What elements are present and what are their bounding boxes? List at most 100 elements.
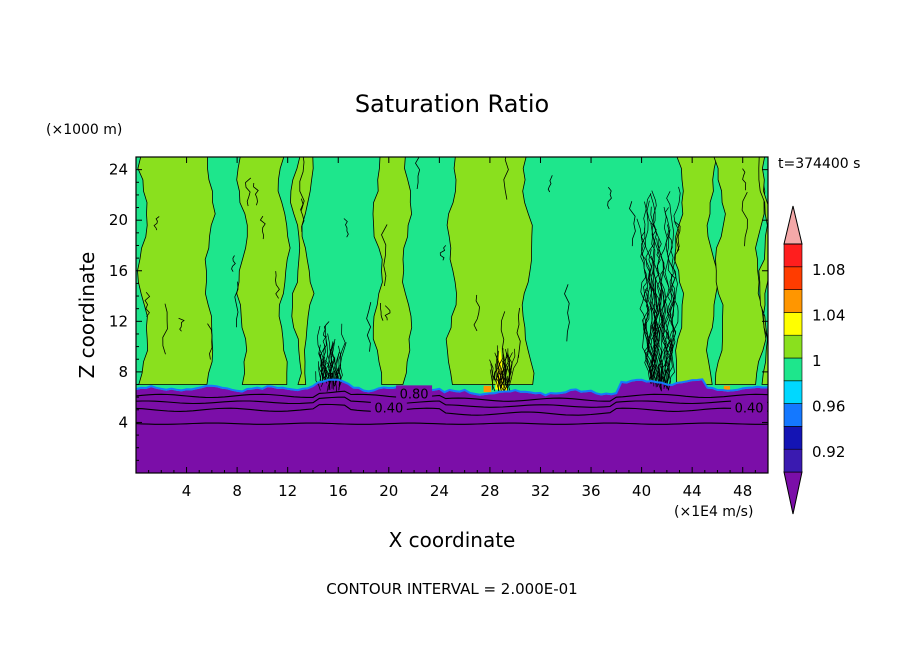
y-tick-label: 4 xyxy=(118,413,128,431)
contour-filament xyxy=(275,271,280,299)
saturation-field xyxy=(136,157,768,473)
contour-filament xyxy=(674,220,681,252)
tower-contour xyxy=(496,345,505,385)
contour-filament xyxy=(381,224,388,287)
supersaturated-plume xyxy=(494,346,506,390)
colorbar-segment xyxy=(783,426,803,450)
contour-filament xyxy=(415,157,421,190)
x-axis-label: X coordinate xyxy=(389,528,516,552)
colorbar-tick-label: 0.96 xyxy=(812,398,845,416)
tower-contour xyxy=(644,287,652,382)
saturated-column xyxy=(713,157,767,385)
saturated-column xyxy=(236,157,291,385)
tower-contour xyxy=(650,222,663,383)
tower-contour xyxy=(495,372,498,383)
tower-contour xyxy=(498,376,503,392)
x-tick-label: 32 xyxy=(531,482,550,500)
x-tick-label: 16 xyxy=(329,482,348,500)
tower-contour xyxy=(324,359,333,382)
x-tick-label: 36 xyxy=(581,482,600,500)
colorbar-segment xyxy=(783,448,803,473)
tower-contour xyxy=(508,355,519,387)
cloud-base-edge xyxy=(136,378,768,397)
colorbar-bottom-arrow xyxy=(783,471,803,515)
contour-lines xyxy=(136,157,768,425)
x-tick-label: 44 xyxy=(683,482,702,500)
tower-contour xyxy=(497,348,504,385)
tower-contour xyxy=(650,270,660,384)
contour-filament xyxy=(380,302,384,321)
tower-contour xyxy=(648,207,668,388)
contour-filament xyxy=(384,305,391,321)
tower-contour xyxy=(654,298,666,384)
tower-contour xyxy=(323,354,329,381)
dry-layer-contour xyxy=(136,390,768,402)
tower-contour xyxy=(332,374,337,390)
x-tick-label: 48 xyxy=(733,482,752,500)
contour-filament xyxy=(178,317,185,332)
tower-contour xyxy=(319,344,327,382)
contour-label-bg xyxy=(396,385,433,400)
contour-filament xyxy=(343,218,349,238)
tower-contour xyxy=(489,359,496,392)
saturated-column xyxy=(372,157,413,385)
supersaturated-patch xyxy=(483,385,492,393)
tower-contour xyxy=(641,201,653,380)
dry-layer-contour xyxy=(136,403,768,416)
tower-contour xyxy=(640,193,655,387)
contour-filament xyxy=(500,311,506,368)
contour-filament xyxy=(607,187,612,210)
tower-contour xyxy=(492,376,500,391)
contour-filament xyxy=(259,215,266,240)
tower-contour xyxy=(489,369,493,390)
tower-contour xyxy=(649,193,670,385)
saturated-column xyxy=(673,157,719,385)
contour-filament xyxy=(564,284,570,342)
contour-filament xyxy=(207,323,213,360)
tower-contour xyxy=(500,349,508,389)
contour-filament xyxy=(742,168,747,191)
colorbar-segment xyxy=(783,334,803,359)
contour-filament xyxy=(516,307,521,358)
colorbar-segment xyxy=(783,312,803,336)
contour-labels: 0.800.40 0.40 xyxy=(370,385,768,416)
colorbar-tick-label: 1.08 xyxy=(812,261,845,279)
saturated-column xyxy=(137,157,216,385)
contour-interval-footer: CONTOUR INTERVAL = 2.000E-01 xyxy=(326,580,577,598)
x-unit-label: (×1E4 m/s) xyxy=(674,504,753,520)
y-tick-label: 16 xyxy=(109,262,128,280)
colorbar-segment xyxy=(783,289,803,313)
colorbar-tick-label: 1.04 xyxy=(812,307,845,325)
tower-contour xyxy=(335,369,340,379)
contour-filament xyxy=(503,157,509,200)
colorbar-segment xyxy=(783,243,803,268)
contour-label-bg xyxy=(731,399,768,414)
plot-area xyxy=(136,157,768,473)
x-axis: 4 8 12 16 20 24 28 32 36 40 44 48 xyxy=(148,157,756,500)
tower-contour xyxy=(660,376,663,386)
contour-label-bg xyxy=(370,399,407,414)
contour-label: 0.40 xyxy=(735,401,764,416)
x-tick-label: 28 xyxy=(480,482,499,500)
tower-contour xyxy=(328,349,334,378)
tower-contour xyxy=(644,288,659,379)
tower-contour xyxy=(501,352,508,386)
subsaturated-layer xyxy=(136,380,768,473)
colorbar-segment xyxy=(783,266,803,290)
colorbar-top-arrow xyxy=(783,205,803,245)
contour-filament xyxy=(299,157,305,211)
contour-filament xyxy=(473,294,480,332)
x-tick-label: 4 xyxy=(182,482,192,500)
x-tick-label: 12 xyxy=(278,482,297,500)
tower-contour xyxy=(334,356,339,378)
saturated-column xyxy=(445,157,535,385)
tower-contour xyxy=(644,200,657,379)
supersaturated-patch xyxy=(723,385,731,393)
contour-filament xyxy=(366,302,372,352)
y-unit-label: (×1000 m) xyxy=(46,122,122,138)
contour-filament xyxy=(741,192,748,247)
colorbar-segment xyxy=(783,380,803,404)
tower-contour xyxy=(650,269,658,380)
colorbar-tick-label: 1 xyxy=(812,352,822,370)
